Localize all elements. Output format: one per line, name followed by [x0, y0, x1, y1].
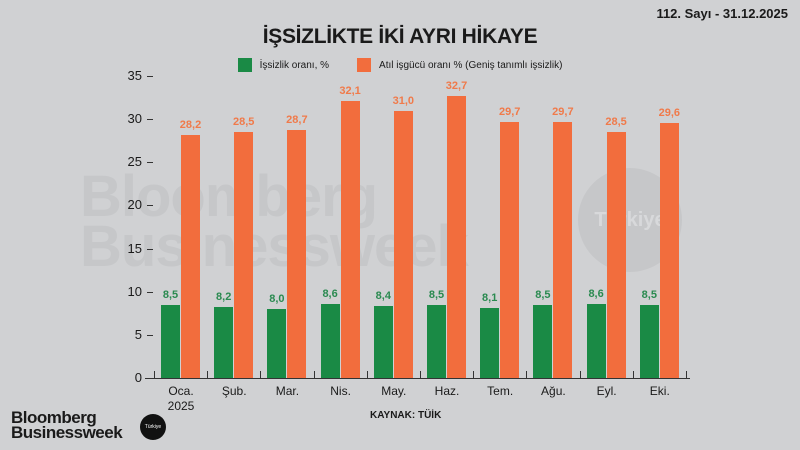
x-tick-label: Mar.: [275, 384, 300, 398]
bar-value-label: 28,2: [179, 118, 202, 131]
bar-unemployment: [161, 304, 180, 378]
bar-value-label: 29,7: [552, 105, 574, 118]
legend: İşsizlik oranı, % Atıl işgücü oranı % (G…: [0, 58, 800, 72]
bar-value-label: 8,5: [535, 288, 551, 301]
y-tick-label: 15: [127, 240, 142, 256]
bar-value-label: 28,5: [605, 116, 627, 129]
y-tick-label: 35: [127, 68, 142, 83]
x-tick-mark: [313, 371, 315, 378]
bar-underutilization: [553, 121, 573, 378]
y-tick-label: 20: [127, 197, 142, 213]
x-tick-mark: [260, 371, 262, 378]
bar-underutilization: [606, 132, 626, 378]
bar-value-label: 8,6: [588, 287, 604, 300]
chart-title: İŞSİZLİKTE İKİ AYRI HİKAYE: [262, 25, 538, 48]
bar-unemployment: [267, 308, 287, 378]
bar-underutilization: [340, 101, 360, 378]
bar-value-label: 32,1: [339, 85, 361, 98]
bar-underutilization: [181, 134, 200, 378]
bar-value-label: 8,5: [641, 288, 657, 301]
x-tick-mark: [366, 371, 368, 378]
bar-unemployment: [320, 303, 340, 378]
x-tick-mark: [420, 371, 421, 378]
y-tick-label: 10: [127, 283, 142, 299]
bar-underutilization: [447, 95, 466, 378]
bar-unemployment: [427, 304, 446, 378]
x-tick-label: Eki.: [649, 384, 670, 398]
x-tick-label: Nis.: [330, 384, 351, 398]
bar-value-label: 29,6: [658, 106, 680, 119]
x-tick-label: Oca. 2025: [167, 384, 195, 413]
bar-underutilization: [500, 121, 520, 378]
bar-value-label: 32,7: [445, 79, 468, 92]
y-tick-label: 0: [134, 370, 142, 385]
bar-value-label: 8,0: [269, 292, 285, 305]
y-tick-label: 5: [134, 326, 142, 342]
legend-label: İşsizlik oranı, %: [259, 59, 330, 71]
x-tick-mark: [154, 371, 155, 378]
y-tick-mark: [147, 291, 153, 293]
turkiye-badge: Türkiye: [140, 414, 166, 440]
x-tick-label: Tem.: [487, 384, 514, 398]
bar-value-label: 8,4: [375, 289, 391, 302]
legend-swatch-orange: [357, 58, 372, 72]
bar-underutilization: [393, 110, 413, 378]
x-tick-mark: [207, 371, 209, 378]
y-tick-mark: [147, 334, 153, 336]
y-tick-label: 25: [127, 154, 142, 170]
bar-unemployment: [214, 307, 234, 378]
bar-underutilization: [234, 132, 254, 378]
x-tick-label: May.: [381, 384, 407, 398]
bar-unemployment: [639, 304, 659, 378]
legend-item-underutilization: Atıl işgücü oranı % (Geniş tanımlı işsiz…: [357, 58, 562, 72]
logo-line: Bloomberg: [11, 408, 97, 427]
x-axis: [145, 378, 690, 379]
bar-value-label: 28,5: [232, 116, 255, 129]
bloomberg-businessweek-logo: Bloomberg Businessweek: [11, 408, 123, 442]
y-tick-mark: [147, 76, 153, 77]
bar-value-label: 28,7: [286, 114, 308, 127]
issue-label: 112. Sayı - 31.12.2025: [656, 6, 788, 21]
bar-underutilization: [659, 122, 679, 378]
x-tick-label: Haz.: [434, 384, 460, 398]
y-tick-mark: [147, 248, 153, 250]
bar-value-label: 31,0: [392, 94, 414, 107]
bar-unemployment: [373, 305, 393, 378]
bar-value-label: 8,2: [216, 291, 232, 304]
y-tick-label: 30: [127, 111, 142, 127]
x-tick-label: Eyl.: [596, 384, 617, 398]
y-tick-mark: [147, 205, 153, 207]
bar-value-label: 8,1: [482, 292, 498, 305]
x-tick-label: Ağu.: [541, 384, 566, 398]
bar-unemployment: [480, 308, 500, 378]
logo-line: Businessweek: [11, 423, 123, 442]
y-tick-mark: [147, 119, 153, 121]
source-label: KAYNAK: TÜİK: [370, 410, 442, 421]
x-tick-mark: [686, 371, 687, 378]
x-tick-mark: [526, 371, 528, 378]
bar-unemployment: [586, 303, 606, 378]
bar-underutilization: [287, 130, 307, 378]
x-tick-mark: [473, 371, 475, 378]
legend-label: Atıl işgücü oranı % (Geniş tanımlı işsiz…: [379, 59, 563, 71]
x-tick-label: Şub.: [221, 384, 247, 398]
bar-value-label: 8,5: [162, 288, 179, 301]
bar-value-label: 8,6: [322, 287, 338, 300]
bar-value-label: 8,5: [428, 288, 445, 301]
legend-item-unemployment: İşsizlik oranı, %: [237, 58, 330, 72]
x-tick-mark: [632, 371, 634, 378]
x-tick-mark: [579, 371, 581, 378]
watermark-line: Bloomberg: [80, 164, 378, 229]
bar-value-label: 29,7: [498, 105, 521, 118]
y-tick-mark: [147, 162, 153, 164]
legend-swatch-green: [237, 58, 252, 72]
bar-unemployment: [533, 304, 553, 378]
